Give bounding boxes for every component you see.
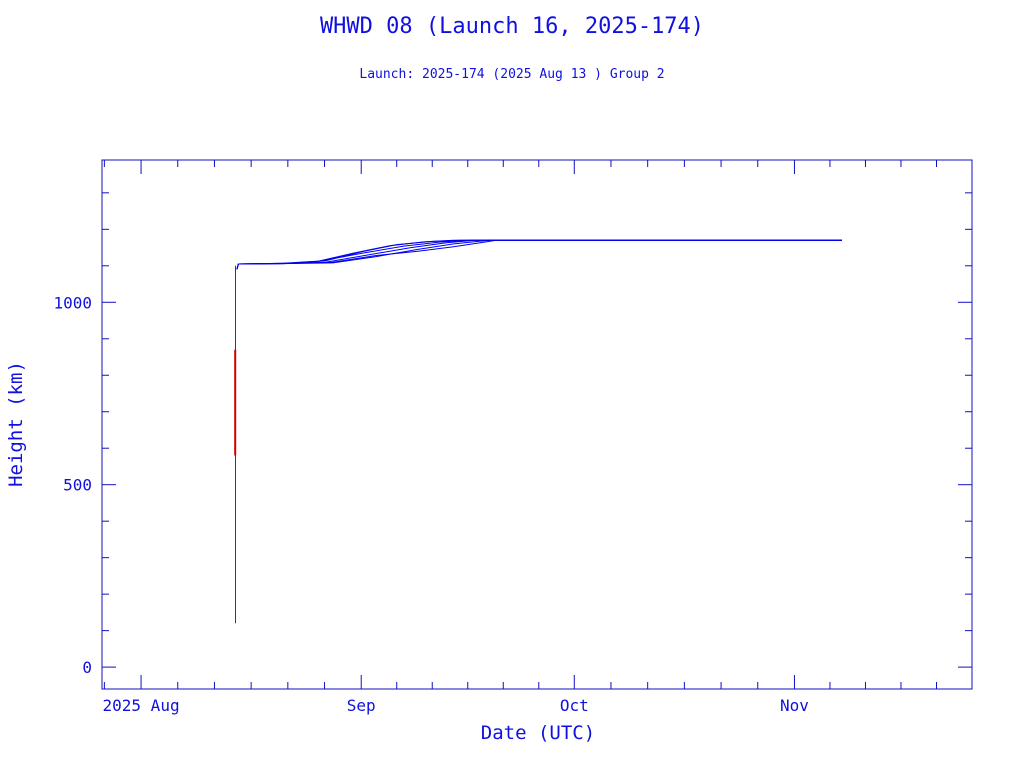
x-axis-title: Date (UTC): [481, 722, 595, 744]
x-tick-label: Sep: [347, 696, 376, 715]
plot-frame: [101, 159, 973, 690]
chart-subtitle: Launch: 2025-174 (2025 Aug 13 ) Group 2: [359, 67, 665, 82]
series-object-6: [236, 239, 842, 270]
y-tick-label: 1000: [53, 293, 92, 312]
x-tick-label: 2025 Aug: [103, 696, 180, 715]
series-object-2: [236, 239, 842, 270]
y-axis-title: Height (km): [5, 361, 27, 487]
series-object-5: [236, 239, 842, 270]
y-tick-label: 500: [63, 476, 92, 495]
x-tick-label: Nov: [780, 696, 809, 715]
x-tick-label: Oct: [560, 696, 589, 715]
y-tick-label: 0: [82, 658, 92, 677]
series-object-4: [236, 239, 842, 270]
series-object-3: [236, 239, 842, 270]
chart-title: WHWD 08 (Launch 16, 2025-174): [319, 14, 705, 39]
series-object-1: [236, 239, 842, 270]
